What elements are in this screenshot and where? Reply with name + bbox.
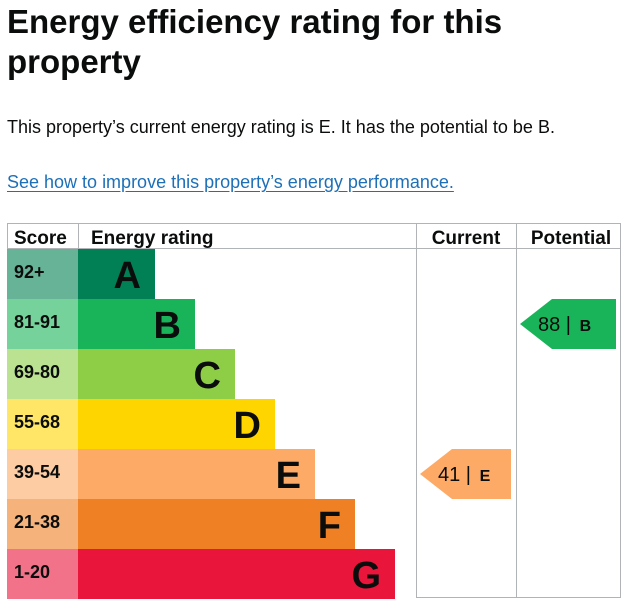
rating-letter-c: C <box>194 355 221 397</box>
rating-bar-g <box>78 549 395 599</box>
score-cell-g <box>7 549 78 599</box>
rating-bar-e <box>78 449 315 499</box>
rating-bar-c <box>78 349 235 399</box>
score-range-f: 21-38 <box>14 512 60 532</box>
score-cell-b <box>7 299 78 349</box>
current-rating-arrow <box>420 449 511 499</box>
rating-letter-e: E <box>276 455 301 497</box>
rating-letter-f: F <box>318 505 341 547</box>
page-title: Energy efficiency rating for this proper… <box>7 3 503 80</box>
column-header-score: Score <box>14 228 67 249</box>
score-range-c: 69-80 <box>14 362 60 382</box>
improve-performance-link[interactable]: See how to improve this property’s energ… <box>7 172 454 192</box>
score-cell-f <box>7 499 78 549</box>
rating-letter-g: G <box>351 555 381 597</box>
rating-bar-b <box>78 299 195 349</box>
column-header-rating: Energy rating <box>91 228 213 249</box>
rating-letter-d: D <box>234 405 261 447</box>
score-cell-d <box>7 399 78 449</box>
rating-bar-a <box>78 249 155 299</box>
current-rating-label: 41 | E <box>438 464 491 486</box>
rating-letter-a: A <box>114 255 141 297</box>
score-range-b: 81-91 <box>14 312 60 332</box>
rating-bar-d <box>78 399 275 449</box>
potential-letter: B <box>580 318 592 335</box>
potential-separator: | <box>560 314 576 336</box>
score-range-d: 55-68 <box>14 412 60 432</box>
score-range-a: 92+ <box>14 262 45 282</box>
rating-summary: This property’s current energy rating is… <box>7 117 555 137</box>
rating-bar-f <box>78 499 355 549</box>
score-range-e: 39-54 <box>14 462 60 482</box>
column-header-potential: Potential <box>531 228 611 249</box>
potential-rating-label: 88 | B <box>538 314 591 336</box>
score-cell-e <box>7 449 78 499</box>
rating-letter-b: B <box>154 305 181 347</box>
score-cell-a <box>7 249 78 299</box>
current-score: 41 <box>438 464 460 486</box>
column-header-current: Current <box>432 228 501 249</box>
score-range-g: 1-20 <box>14 562 50 582</box>
current-letter: E <box>480 468 491 485</box>
score-cell-c <box>7 349 78 399</box>
potential-score: 88 <box>538 314 560 336</box>
potential-rating-arrow <box>520 299 616 349</box>
current-separator: | <box>460 464 476 486</box>
